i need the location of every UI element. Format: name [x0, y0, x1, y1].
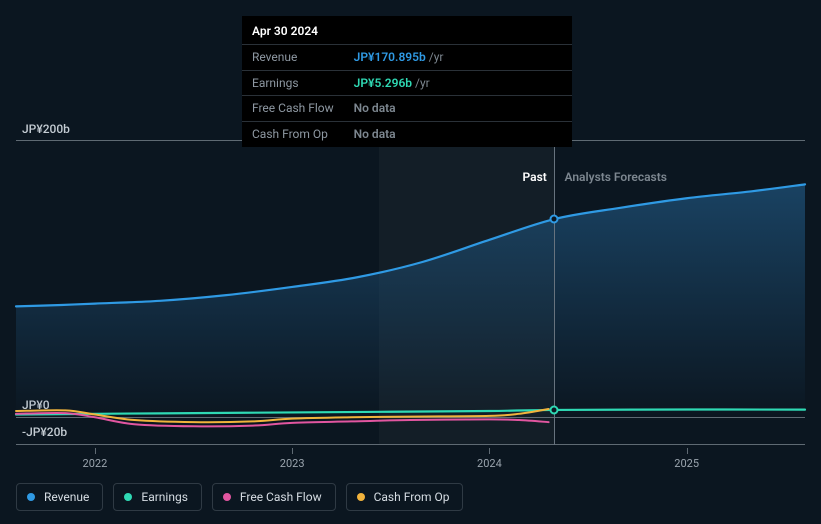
- chart-tooltip: Apr 30 2024 Revenue JP¥170.895b/yr Earni…: [242, 16, 572, 147]
- plot-area: Past Analysts Forecasts: [16, 140, 805, 445]
- tooltip-row: Revenue JP¥170.895b/yr: [242, 44, 572, 70]
- tooltip-row-value: JP¥5.296b/yr: [344, 70, 572, 96]
- series-marker-earnings: [550, 405, 559, 414]
- legend-item-cfo[interactable]: Cash From Op: [346, 483, 464, 511]
- tooltip-date: Apr 30 2024: [242, 16, 572, 44]
- y-tick-label: JP¥200b: [22, 122, 70, 136]
- legend-label: Earnings: [141, 490, 188, 504]
- tooltip-row-label: Earnings: [242, 70, 344, 96]
- legend-label: Revenue: [44, 490, 89, 504]
- x-tick: [489, 448, 490, 454]
- legend-item-earnings[interactable]: Earnings: [113, 483, 202, 511]
- x-tick: [95, 448, 96, 454]
- tooltip-row-label: Cash From Op: [242, 122, 344, 147]
- tooltip-row-value: JP¥170.895b/yr: [344, 44, 572, 70]
- legend-label: Cash From Op: [374, 490, 450, 504]
- x-tick-label: 2022: [83, 457, 108, 470]
- x-tick: [687, 448, 688, 454]
- tooltip-row-value: No data: [344, 122, 572, 147]
- chart-legend: Revenue Earnings Free Cash Flow Cash Fro…: [16, 483, 463, 511]
- legend-item-fcf[interactable]: Free Cash Flow: [212, 483, 336, 511]
- legend-item-revenue[interactable]: Revenue: [16, 483, 103, 511]
- period-label-forecast: Analysts Forecasts: [564, 170, 666, 184]
- tooltip-row-value: No data: [344, 96, 572, 122]
- tooltip-row-label: Free Cash Flow: [242, 96, 344, 122]
- tooltip-row: Free Cash Flow No data: [242, 96, 572, 122]
- tooltip-table: Revenue JP¥170.895b/yr Earnings JP¥5.296…: [242, 44, 572, 147]
- x-tick-label: 2024: [477, 457, 502, 470]
- period-label-past: Past: [522, 170, 546, 184]
- tooltip-row: Earnings JP¥5.296b/yr: [242, 70, 572, 96]
- legend-dot-icon: [27, 493, 35, 501]
- x-tick-label: 2023: [280, 457, 305, 470]
- legend-dot-icon: [357, 493, 365, 501]
- financials-chart[interactable]: JP¥200b JP¥0 -JP¥20b Past Analysts Forec…: [16, 125, 805, 445]
- series-marker-revenue: [550, 215, 559, 224]
- legend-label: Free Cash Flow: [240, 490, 322, 504]
- legend-dot-icon: [223, 493, 231, 501]
- x-tick-label: 2025: [674, 457, 699, 470]
- series-lines: [16, 140, 805, 445]
- legend-dot-icon: [124, 493, 132, 501]
- tooltip-row: Cash From Op No data: [242, 122, 572, 147]
- x-axis: 2022 2023 2024 2025: [16, 448, 805, 478]
- x-tick: [292, 448, 293, 454]
- tooltip-row-label: Revenue: [242, 44, 344, 70]
